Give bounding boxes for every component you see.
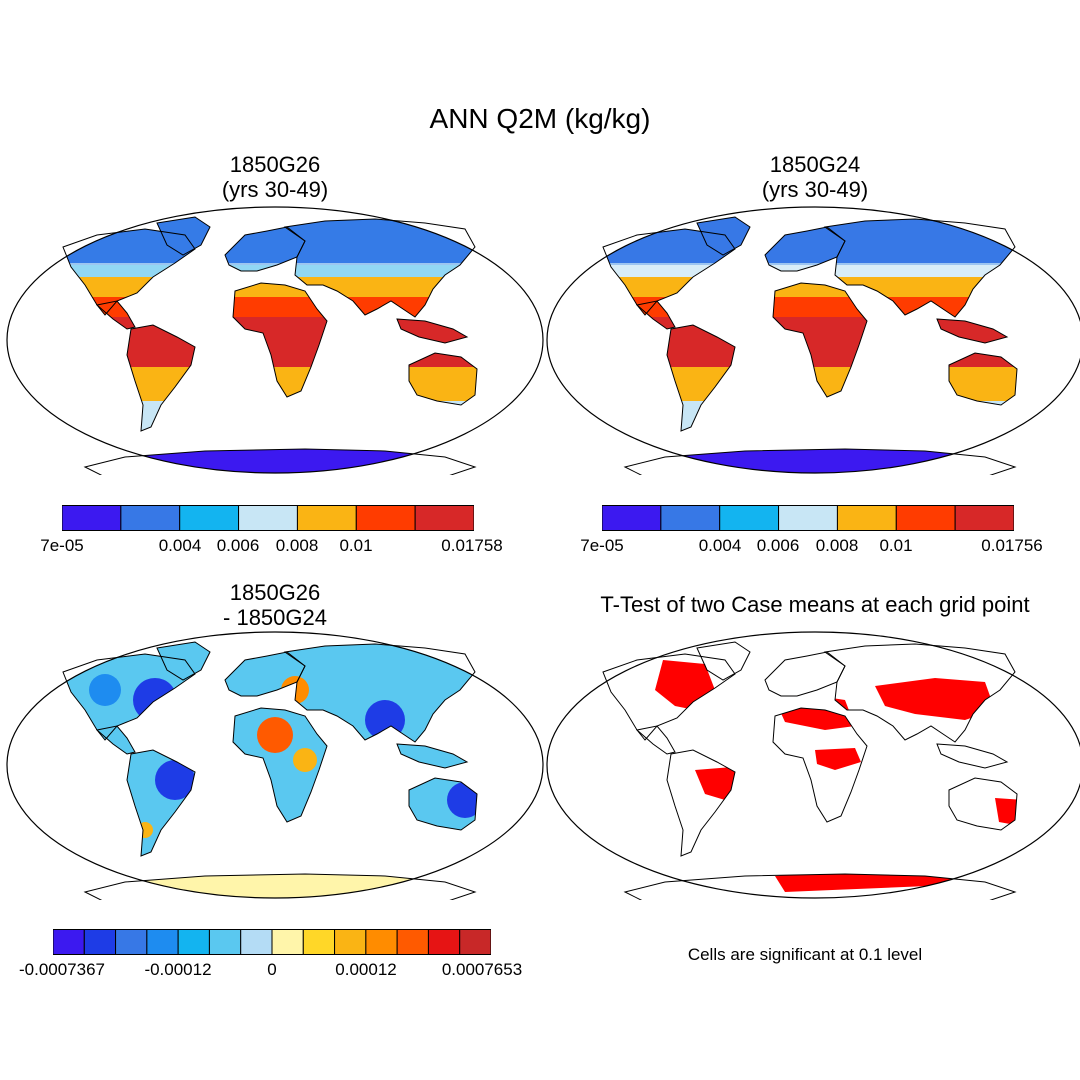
colorbar-swatch [302, 929, 336, 955]
colorbar-swatch [208, 929, 242, 955]
colorbar-swatch [355, 505, 416, 531]
colorbar-swatch [602, 505, 662, 531]
figure-title: ANN Q2M (kg/kg) [429, 103, 651, 134]
colorbar-label: 0.008 [815, 536, 859, 555]
panel-title-top-left-line1: 1850G26 [229, 152, 321, 177]
colorbar-label: 0.008 [275, 536, 319, 555]
panel-title-bottom-left-line2: - 1850G24 [223, 605, 327, 630]
panel-title-top-right-line2: (yrs 30-49) [761, 177, 869, 202]
panel-title-top-left-line2: (yrs 30-49) [221, 177, 329, 202]
map-bottom-left [6, 631, 544, 900]
panel-title-bottom-left: 1850G26 - 1850G24 [175, 580, 375, 630]
map-frame [546, 206, 1080, 474]
colorbar-label: 0.0007653 [441, 960, 523, 979]
colorbar-labels-top-left: 7e-05 0.004 0.006 0.008 0.01 0.01758 [40, 536, 502, 560]
colorbar-label: 0.006 [756, 536, 800, 555]
map-bottom-right [546, 631, 1080, 900]
map-frame [6, 631, 544, 899]
colorbar-swatch [179, 505, 240, 531]
colorbar-swatch [53, 929, 85, 955]
colorbar-swatch [459, 929, 491, 955]
colorbar-top-left [62, 505, 474, 531]
panel-title-top-right-line1: 1850G24 [769, 152, 861, 177]
colorbar-swatch [62, 505, 122, 531]
colorbar-label: 0 [267, 960, 277, 979]
colorbar-label: 0.01756 [981, 536, 1043, 555]
colorbar-swatch [177, 929, 210, 955]
colorbar-swatch [146, 929, 179, 955]
colorbar-swatch [660, 505, 721, 531]
colorbar-label: 7e-05 [40, 536, 84, 555]
colorbar-label: 0.01758 [441, 536, 503, 555]
colorbar-swatch [719, 505, 780, 531]
map-frame [6, 206, 544, 474]
colorbar-swatch [238, 505, 298, 531]
colorbar-swatch [427, 929, 461, 955]
colorbar-labels-top-right: 7e-05 0.004 0.006 0.008 0.01 0.01756 [580, 536, 1042, 560]
colorbar-swatch [296, 505, 357, 531]
colorbar-swatch [83, 929, 117, 955]
moisture-shading [45, 207, 515, 473]
colorbar-bottom-left [53, 929, 491, 955]
difference-shading [45, 632, 515, 898]
colorbar-swatch [120, 505, 181, 531]
panel-title-bottom-left-line1: 1850G26 [229, 580, 321, 605]
colorbar-label: 0.01 [339, 536, 373, 555]
colorbar-swatch [365, 929, 398, 955]
colorbar-label: 0.01 [879, 536, 913, 555]
colorbar-label: 7e-05 [580, 536, 624, 555]
panel-title-top-left: 1850G26 (yrs 30-49) [175, 152, 375, 202]
panel-title-top-right: 1850G24 (yrs 30-49) [715, 152, 915, 202]
map-ocean [547, 632, 1080, 898]
colorbar-label: 0.004 [158, 536, 202, 555]
colorbar-swatch [954, 505, 1014, 531]
colorbar-swatch [836, 505, 897, 531]
map-top-right [546, 206, 1080, 475]
panel-title-bottom-right: T-Test of two Case means at each grid po… [600, 592, 1030, 617]
colorbar-label: -0.00012 [144, 960, 212, 979]
map-frame [546, 631, 1080, 899]
colorbar-label: -0.0007367 [18, 960, 106, 979]
colorbar-swatch [895, 505, 956, 531]
colorbar-label: 0.00012 [335, 960, 397, 979]
colorbar-swatch [334, 929, 367, 955]
colorbar-swatch [778, 505, 838, 531]
colorbar-swatch [414, 505, 474, 531]
map-top-left [6, 206, 544, 475]
colorbar-swatch [240, 929, 273, 955]
colorbar-label: 0.004 [698, 536, 742, 555]
colorbar-swatch [271, 929, 304, 955]
colorbar-swatch [396, 929, 429, 955]
colorbar-labels-bottom-left: -0.0007367 -0.00012 0 0.00012 0.0007653 [19, 960, 522, 984]
colorbar-swatch [115, 929, 148, 955]
colorbar-label: 0.006 [216, 536, 260, 555]
colorbar-top-right [602, 505, 1014, 531]
moisture-shading [585, 207, 1055, 473]
significance-note: Cells are significant at 0.1 level [687, 945, 923, 964]
